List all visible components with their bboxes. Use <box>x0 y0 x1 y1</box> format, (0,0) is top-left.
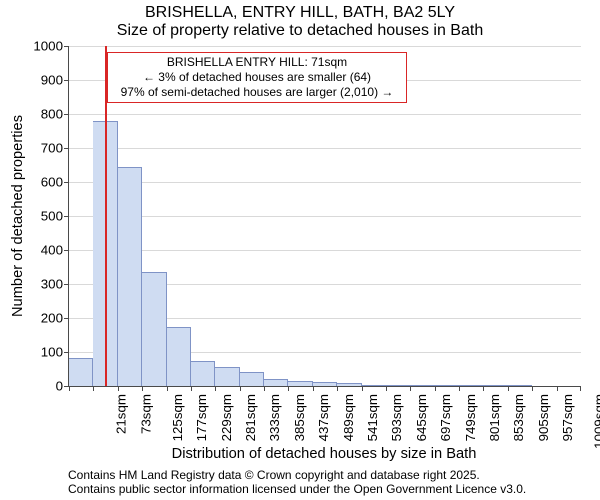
footer-line-2: Contains public sector information licen… <box>68 482 526 496</box>
bar <box>215 367 239 386</box>
chart-title-line2: Size of property relative to detached ho… <box>0 22 600 40</box>
bar <box>459 385 483 386</box>
bar <box>142 272 166 386</box>
y-tick-label: 0 <box>56 379 69 394</box>
x-tick-label: 125sqm <box>170 394 185 441</box>
x-tick-label: 229sqm <box>219 394 234 441</box>
gridline <box>69 250 581 251</box>
bar <box>167 327 191 387</box>
x-tick <box>580 386 581 391</box>
footer-line-1: Contains HM Land Registry data © Crown c… <box>68 468 480 482</box>
bar <box>362 385 386 386</box>
annotation-line: BRISHELLA ENTRY HILL: 71sqm <box>112 55 402 70</box>
gridline <box>69 46 581 47</box>
gridline <box>69 114 581 115</box>
y-tick-label: 200 <box>41 311 69 326</box>
x-tick-label: 177sqm <box>194 394 209 441</box>
x-tick <box>240 386 241 391</box>
bar <box>508 385 532 386</box>
y-tick-label: 900 <box>41 73 69 88</box>
x-tick <box>435 386 436 391</box>
x-axis-label: Distribution of detached houses by size … <box>68 446 580 462</box>
y-tick-label: 500 <box>41 209 69 224</box>
x-tick <box>191 386 192 391</box>
x-tick-label: 333sqm <box>267 394 282 441</box>
bar <box>337 383 361 386</box>
gridline <box>69 182 581 183</box>
y-tick-label: 700 <box>41 141 69 156</box>
x-tick-label: 281sqm <box>243 394 258 441</box>
bar <box>191 361 215 387</box>
plot-area: 0100200300400500600700800900100021sqm73s… <box>68 46 581 387</box>
x-tick-label: 541sqm <box>365 394 380 441</box>
bar <box>118 167 142 386</box>
bar <box>386 385 410 386</box>
gridline <box>69 148 581 149</box>
x-tick <box>93 386 94 391</box>
x-tick-label: 73sqm <box>138 394 153 434</box>
x-tick <box>337 386 338 391</box>
annotation-box: BRISHELLA ENTRY HILL: 71sqm← 3% of detac… <box>107 52 407 103</box>
x-tick-label: 957sqm <box>560 394 575 441</box>
x-tick <box>142 386 143 391</box>
x-tick-label: 853sqm <box>511 394 526 441</box>
y-tick-label: 400 <box>41 243 69 258</box>
bar <box>435 385 459 386</box>
x-tick <box>69 386 70 391</box>
x-tick-label: 21sqm <box>114 394 129 434</box>
y-axis-label: Number of detached properties <box>10 115 26 317</box>
y-tick-label: 600 <box>41 175 69 190</box>
x-tick-label: 801sqm <box>487 394 502 441</box>
y-tick-label: 100 <box>41 345 69 360</box>
x-tick <box>362 386 363 391</box>
x-tick-label: 385sqm <box>292 394 307 441</box>
x-tick <box>557 386 558 391</box>
x-tick-label: 489sqm <box>341 394 356 441</box>
x-tick-label: 593sqm <box>389 394 404 441</box>
bar <box>264 379 288 386</box>
bar <box>483 385 507 386</box>
gridline <box>69 216 581 217</box>
annotation-line: ← 3% of detached houses are smaller (64) <box>112 70 402 85</box>
x-tick <box>313 386 314 391</box>
x-tick <box>386 386 387 391</box>
y-tick-label: 300 <box>41 277 69 292</box>
x-tick <box>288 386 289 391</box>
x-tick <box>410 386 411 391</box>
x-tick-label: 1009sqm <box>592 394 600 449</box>
x-tick-label: 905sqm <box>536 394 551 441</box>
chart-canvas: BRISHELLA, ENTRY HILL, BATH, BA2 5LY Siz… <box>0 0 600 500</box>
bar <box>69 358 93 386</box>
bar <box>313 382 337 386</box>
x-tick-label: 437sqm <box>316 394 331 441</box>
x-tick <box>508 386 509 391</box>
chart-title-line1: BRISHELLA, ENTRY HILL, BATH, BA2 5LY <box>0 4 600 22</box>
x-tick <box>483 386 484 391</box>
bar <box>288 381 312 386</box>
bar <box>410 385 434 386</box>
annotation-line: 97% of semi-detached houses are larger (… <box>112 85 402 100</box>
x-tick-label: 749sqm <box>462 394 477 441</box>
x-tick <box>459 386 460 391</box>
x-tick-label: 645sqm <box>414 394 429 441</box>
bar <box>240 372 264 386</box>
x-tick-label: 697sqm <box>438 394 453 441</box>
x-tick <box>264 386 265 391</box>
x-tick <box>215 386 216 391</box>
x-tick <box>118 386 119 391</box>
y-tick-label: 1000 <box>33 39 69 54</box>
y-tick-label: 800 <box>41 107 69 122</box>
x-tick <box>167 386 168 391</box>
x-tick <box>532 386 533 391</box>
